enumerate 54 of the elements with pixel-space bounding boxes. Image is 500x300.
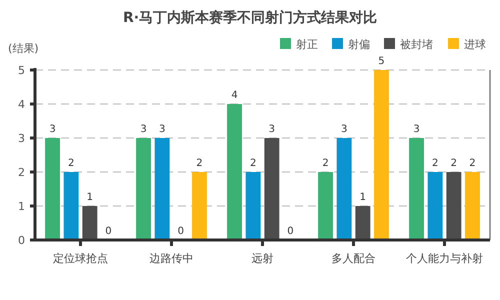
bar	[465, 172, 480, 240]
data-label: 0	[105, 226, 112, 237]
data-label: 2	[196, 158, 203, 169]
data-label: 2	[432, 158, 438, 169]
x-tick-label: 定位球抢点	[53, 252, 108, 265]
bar	[246, 172, 261, 240]
data-label: 2	[322, 158, 329, 169]
data-label: 1	[86, 192, 94, 203]
x-tick-label: 边路传中	[150, 252, 194, 265]
bar	[264, 138, 280, 240]
legend-label: 进球	[464, 38, 486, 51]
x-tick-label: 远射	[252, 252, 274, 265]
y-tick-label: 4	[18, 98, 25, 111]
data-label: 2	[250, 158, 256, 169]
legend-label: 射偏	[348, 38, 370, 51]
data-label: 0	[287, 226, 294, 237]
y-tick-label: 3	[18, 132, 25, 145]
x-tick-label: 个人能力与补射	[406, 252, 483, 265]
bar	[227, 104, 242, 240]
x-tick-label: 多人配合	[332, 252, 376, 265]
bar	[154, 138, 170, 240]
bar	[355, 206, 370, 240]
data-label: 3	[140, 124, 147, 135]
bar	[409, 138, 424, 240]
data-label: 3	[268, 124, 276, 135]
data-label: 2	[68, 158, 74, 169]
data-label: 3	[340, 124, 348, 135]
data-label: 4	[231, 90, 238, 101]
bar	[45, 138, 60, 240]
bar	[64, 172, 79, 240]
bar	[428, 172, 443, 240]
bar	[82, 206, 98, 240]
data-label: 0	[178, 226, 184, 237]
data-label: 3	[413, 124, 420, 135]
y-tick-label: 0	[18, 234, 25, 247]
data-label: 1	[360, 192, 366, 203]
bar	[136, 138, 151, 240]
data-label: 3	[49, 124, 56, 135]
data-label: 2	[450, 158, 458, 169]
bar	[318, 172, 333, 240]
data-label: 2	[469, 158, 476, 169]
bar	[374, 70, 389, 240]
bar	[336, 138, 352, 240]
data-label: 3	[158, 124, 166, 135]
y-tick-label: 5	[18, 64, 25, 77]
bar	[446, 172, 462, 240]
y-tick-label: 1	[18, 200, 25, 213]
bar	[192, 172, 207, 240]
y-tick-label: 2	[18, 166, 25, 179]
y-axis-title: (结果)	[8, 42, 39, 55]
legend-label: 被封堵	[400, 38, 433, 51]
chart-title: R·马丁内斯本赛季不同射门方式结果对比	[122, 9, 378, 26]
data-label: 5	[378, 56, 385, 67]
legend-label: 射正	[296, 38, 318, 51]
